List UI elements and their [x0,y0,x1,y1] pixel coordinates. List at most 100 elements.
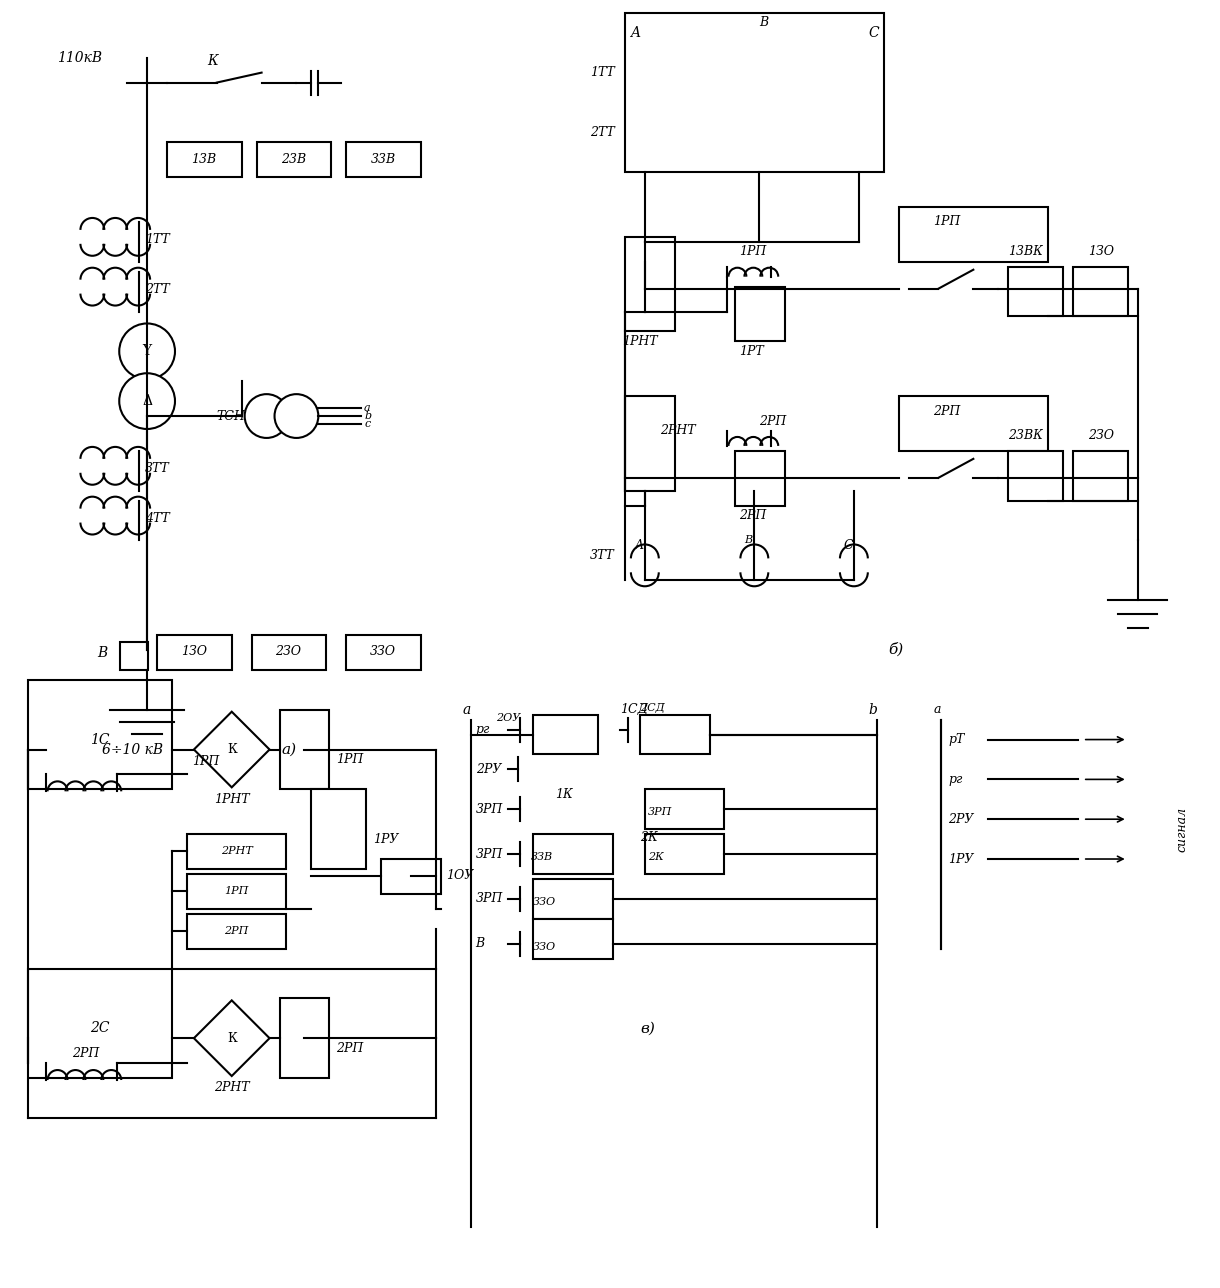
Text: B: B [759,17,769,30]
Text: К: К [227,743,237,756]
Text: C: C [869,26,880,40]
Text: 1С: 1С [89,733,109,747]
Bar [187,835,287,869]
Text: 2РУ: 2РУ [476,762,501,775]
Bar [639,715,710,755]
Bar [645,835,725,875]
Circle shape [274,394,318,438]
Text: 2РП: 2РП [933,404,961,417]
Bar [533,918,612,958]
Text: сигнал: сигнал [1176,806,1188,851]
Text: 1К: 1К [555,788,573,801]
Text: 3ТТ: 3ТТ [145,462,170,475]
Text: ТСН: ТСН [217,410,245,422]
Text: 3ЗО: 3ЗО [370,645,396,658]
Text: A: A [634,538,644,553]
Text: 23В: 23В [281,153,306,166]
Text: 3РП: 3РП [476,893,503,905]
Text: 1РП: 1РП [192,755,220,768]
Bar [1072,451,1127,501]
Text: 1РП: 1РП [739,245,766,259]
Text: 2ЗО: 2ЗО [1088,429,1114,443]
Bar [736,451,786,506]
Bar [1008,451,1063,501]
Text: 2ТТ: 2ТТ [590,126,615,139]
Circle shape [120,374,174,429]
Text: 1ОУ: 1ОУ [445,869,473,882]
Circle shape [245,394,288,438]
Text: 1РП: 1РП [337,753,364,766]
Bar [381,859,440,894]
Text: 1СД: 1СД [620,703,648,716]
Bar [533,835,612,875]
Text: 3ЗВ: 3ЗВ [531,853,553,862]
Text: b: b [364,411,371,421]
Text: b: b [869,703,877,716]
Bar [187,913,287,948]
Text: 2С: 2С [89,1021,109,1036]
Bar [625,13,883,173]
Bar [533,878,612,918]
Text: C: C [844,538,854,553]
Bar [167,142,242,178]
Bar [256,142,332,178]
Text: a: a [933,703,941,716]
Text: К: К [227,1032,237,1045]
Bar [311,790,366,869]
Text: в): в) [639,1021,655,1036]
Text: 2РП: 2РП [224,926,249,935]
Text: a: a [364,403,371,413]
Bar [121,641,148,670]
Text: 2ЗО: 2ЗО [276,645,301,658]
Text: 1РУ: 1РУ [373,832,399,846]
Text: 2РП: 2РП [759,415,787,428]
Text: 2РНТ: 2РНТ [221,846,253,857]
Bar [279,710,329,790]
Text: Δ: Δ [142,394,152,408]
Text: 1ТТ: 1ТТ [145,233,170,246]
Text: 110кВ: 110кВ [57,50,102,64]
Text: рг: рг [476,723,490,737]
Text: 3ЗО: 3ЗО [533,942,556,952]
Text: 3РП: 3РП [476,802,503,815]
Text: a: a [462,703,471,716]
Text: 4ТТ: 4ТТ [145,513,170,526]
Bar [736,287,786,341]
Text: 3ЗО: 3ЗО [533,896,556,907]
Text: 2СД: 2СД [639,703,665,712]
Text: 1РУ: 1РУ [948,853,974,866]
Text: 1РНТ: 1РНТ [214,793,250,806]
Text: 1РТ: 1РТ [739,345,764,358]
Text: 1РП: 1РП [933,215,961,228]
Text: 2РП: 2РП [739,509,766,522]
Bar [346,142,421,178]
Text: 1ТТ: 1ТТ [590,66,615,79]
Bar [645,790,725,829]
Bar [28,969,172,1078]
Text: 1ЗО: 1ЗО [181,645,207,658]
Text: 1ЗО: 1ЗО [1088,245,1114,259]
Bar [28,680,172,790]
Text: 13ВК: 13ВК [1008,245,1043,259]
Text: B: B [744,536,753,546]
Bar [625,397,675,491]
Text: 33В: 33В [371,153,395,166]
Text: 1РП: 1РП [224,886,249,896]
Text: В: В [476,938,484,951]
Text: К: К [207,54,217,68]
Text: 2К: 2К [648,853,664,862]
Text: б): б) [888,643,904,657]
Text: 3ТТ: 3ТТ [590,549,615,562]
Bar [1072,267,1127,317]
Bar [187,875,287,909]
Text: 2РНТ: 2РНТ [660,425,695,438]
Text: 2РНТ: 2РНТ [214,1082,250,1095]
Text: 13В: 13В [192,153,216,166]
Text: 3РП: 3РП [476,848,503,860]
Text: 6÷10 кВ: 6÷10 кВ [102,742,163,756]
Text: а): а) [282,742,296,756]
Text: A: A [630,26,640,40]
Text: 2РП: 2РП [337,1042,364,1055]
Text: Y: Y [143,344,151,358]
Bar [899,397,1048,451]
